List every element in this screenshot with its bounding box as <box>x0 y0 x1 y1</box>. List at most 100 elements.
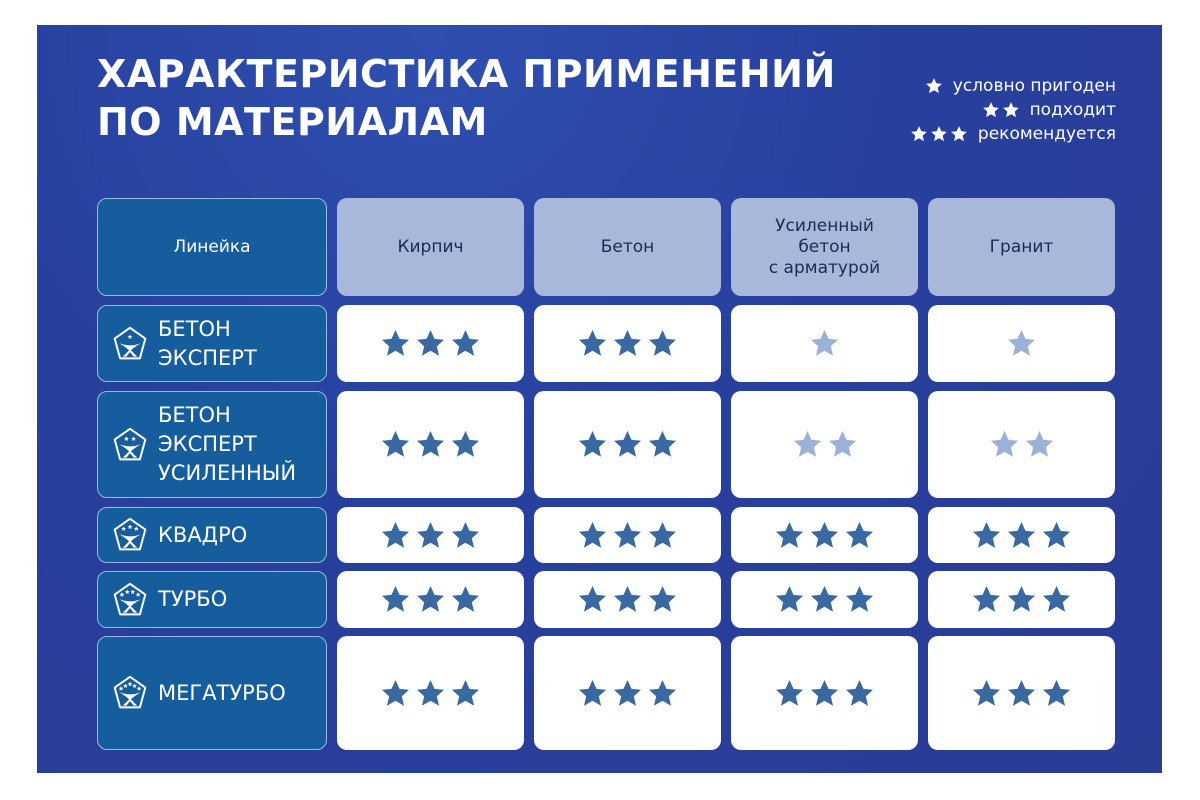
star-icon <box>451 679 480 706</box>
star-icon <box>416 679 445 706</box>
star-icon <box>828 430 856 457</box>
star-icon <box>451 329 480 356</box>
star-icon <box>451 430 480 457</box>
legend-item: условно пригоден <box>910 74 1116 98</box>
star-icon <box>578 585 607 612</box>
star-icon <box>613 329 642 356</box>
row-label-text: ТУРБО <box>158 587 228 611</box>
star-icon <box>648 679 677 706</box>
star-icon <box>972 679 1001 706</box>
legend-stars <box>910 125 968 143</box>
star-icon <box>931 126 947 142</box>
star-icon <box>845 679 874 706</box>
rating-cell <box>337 636 524 750</box>
column-header-label: Бетон <box>600 236 655 257</box>
row-label: БЕТОН ЭКСПЕРТ <box>97 305 327 382</box>
star-icon <box>845 521 874 548</box>
rating-cell <box>731 391 918 498</box>
legend-label: условно пригоден <box>952 76 1116 96</box>
pentagon-figure-1-star-icon <box>113 326 147 359</box>
rating-cell <box>534 391 721 498</box>
star-icon <box>416 521 445 548</box>
star-icon <box>775 521 804 548</box>
row-label: ТУРБО <box>97 571 327 628</box>
star-icon <box>416 329 445 356</box>
rating-cell <box>928 305 1115 382</box>
star-icon <box>381 679 410 706</box>
star-icon <box>648 430 677 457</box>
legend-stars <box>982 101 1020 119</box>
legend-item: рекомендуется <box>910 122 1116 146</box>
star-icon <box>951 126 967 142</box>
star-icon <box>810 329 839 356</box>
row-label: БЕТОН ЭКСПЕРТ УСИЛЕННЫЙ <box>97 391 327 498</box>
row-label-text: БЕТОН ЭКСПЕРТ <box>158 316 257 370</box>
pentagon-figure-3-stars-icon <box>113 517 147 551</box>
star-icon <box>578 329 607 356</box>
star-icon <box>416 585 445 612</box>
rating-cell <box>731 305 918 382</box>
pentagon-figure-4-stars-icon <box>113 582 147 615</box>
rating-cell <box>928 391 1115 498</box>
star-icon <box>775 679 804 706</box>
star-icon <box>648 585 677 612</box>
star-icon <box>613 679 642 706</box>
rating-cell <box>337 571 524 628</box>
column-header-label: Линейка <box>173 236 251 257</box>
row-label-text: БЕТОН ЭКСПЕРТ УСИЛЕННЫЙ <box>158 403 297 485</box>
star-icon <box>1007 679 1036 706</box>
rating-cell <box>928 507 1115 563</box>
star-icon <box>925 78 942 94</box>
rating-cell <box>731 571 918 628</box>
star-icon <box>1007 329 1036 356</box>
star-icon <box>578 521 607 548</box>
rating-cell <box>534 571 721 628</box>
rating-cell <box>337 507 524 563</box>
star-icon <box>381 430 410 457</box>
pentagon-figure-2-stars-icon <box>113 427 147 460</box>
star-icon <box>451 521 480 548</box>
star-icon <box>578 430 607 457</box>
column-header: Усиленный бетон с арматурой <box>731 198 918 296</box>
rating-cell <box>731 507 918 563</box>
star-icon <box>451 585 480 612</box>
star-icon <box>381 329 410 356</box>
star-icon <box>793 430 821 457</box>
row-label-text: МЕГАТУРБО <box>158 680 286 705</box>
legend-stars <box>925 77 943 95</box>
pentagon-figure-5-stars-icon <box>113 675 147 709</box>
row-label: МЕГАТУРБО <box>97 636 327 750</box>
star-icon <box>613 585 642 612</box>
star-icon <box>578 679 607 706</box>
star-icon <box>1002 102 1019 118</box>
column-header: Бетон <box>534 198 721 296</box>
star-icon <box>381 521 410 548</box>
rating-legend: условно пригоден подходит рекомендуется <box>910 74 1116 146</box>
star-icon <box>1007 521 1036 548</box>
page-title: ХАРАКТЕРИСТИКА ПРИМЕНЕНИЙ ПО МАТЕРИАЛАМ <box>97 50 836 146</box>
title-line-2: ПО МАТЕРИАЛАМ <box>97 100 488 144</box>
rating-cell <box>534 305 721 382</box>
column-header-label: Гранит <box>989 236 1054 257</box>
star-icon <box>1007 585 1036 612</box>
star-icon <box>810 679 839 706</box>
row-label: КВАДРО <box>97 507 327 563</box>
rating-cell <box>731 636 918 750</box>
star-icon <box>613 521 642 548</box>
star-icon <box>648 521 677 548</box>
column-header-label: Кирпич <box>397 236 464 257</box>
rating-cell <box>337 305 524 382</box>
star-icon <box>911 126 927 142</box>
legend-label: подходит <box>1029 100 1116 120</box>
star-icon <box>990 430 1018 457</box>
column-header-label: Усиленный бетон с арматурой <box>768 215 881 278</box>
rating-cell <box>534 507 721 563</box>
title-line-1: ХАРАКТЕРИСТИКА ПРИМЕНЕНИЙ <box>97 52 836 96</box>
legend-item: подходит <box>910 98 1116 122</box>
star-icon <box>810 521 839 548</box>
rating-cell <box>534 636 721 750</box>
star-icon <box>381 585 410 612</box>
star-icon <box>648 329 677 356</box>
star-icon <box>1025 430 1053 457</box>
star-icon <box>982 102 999 118</box>
